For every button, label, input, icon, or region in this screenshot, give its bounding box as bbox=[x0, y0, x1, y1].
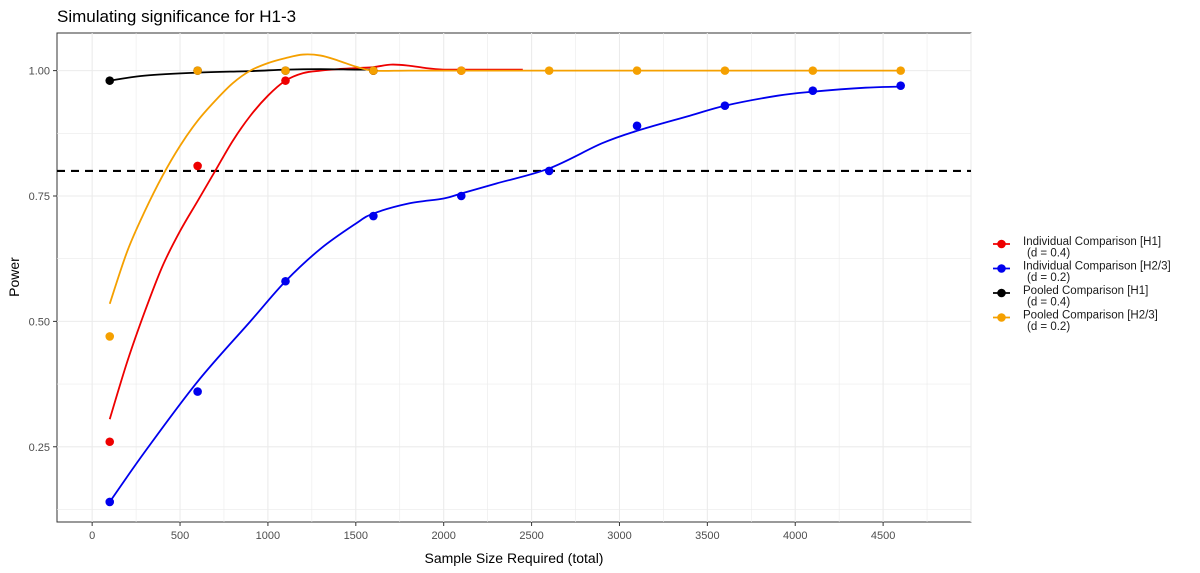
data-point-3 bbox=[369, 66, 378, 75]
x-tick-label: 3000 bbox=[607, 530, 631, 542]
data-point-1 bbox=[456, 191, 466, 201]
x-tick-label: 3500 bbox=[695, 530, 719, 542]
data-point-1 bbox=[632, 121, 642, 131]
x-tick-label: 500 bbox=[171, 530, 189, 542]
x-tick-label: 1500 bbox=[344, 530, 368, 542]
legend-label-0: (d = 0.4) bbox=[1027, 248, 1070, 260]
data-point-2 bbox=[105, 76, 115, 85]
data-point-1 bbox=[369, 211, 378, 221]
data-point-1 bbox=[896, 81, 905, 90]
x-tick-label: 4500 bbox=[871, 530, 895, 542]
legend-key-point-1 bbox=[997, 264, 1006, 273]
data-point-3 bbox=[105, 332, 115, 341]
data-point-1 bbox=[544, 166, 554, 176]
y-axis: 0.25 0.50 0.75 1.00 bbox=[29, 66, 57, 454]
legend-label-1: Individual Comparison [H2/3] bbox=[1023, 261, 1171, 273]
data-point-3 bbox=[281, 66, 290, 75]
data-point-1 bbox=[720, 101, 730, 111]
x-tick-label: 2000 bbox=[431, 530, 455, 542]
data-point-1 bbox=[193, 387, 202, 396]
y-tick-label: 1.00 bbox=[29, 66, 50, 78]
legend-key-point-3 bbox=[997, 313, 1006, 322]
y-tick-label: 0.75 bbox=[29, 191, 50, 203]
data-point-3 bbox=[720, 66, 730, 75]
x-axis: 0 500 1000 1500 2000 2500 3000 3500 4000 4500 bbox=[89, 522, 895, 542]
data-point-3 bbox=[193, 66, 202, 75]
data-point-1 bbox=[808, 86, 818, 95]
legend: Individual Comparison [H1](d = 0.4)Indiv… bbox=[993, 236, 1171, 333]
data-point-3 bbox=[808, 66, 818, 75]
y-axis-title: Power bbox=[6, 257, 22, 297]
plot-panel bbox=[56, 32, 972, 523]
series-points bbox=[105, 66, 905, 507]
x-axis-title: Sample Size Required (total) bbox=[425, 550, 604, 566]
data-point-1 bbox=[281, 276, 290, 286]
data-point-0 bbox=[193, 161, 202, 171]
data-point-3 bbox=[456, 66, 466, 75]
series-line-3 bbox=[108, 53, 901, 305]
legend-key-point-2 bbox=[997, 288, 1006, 298]
x-tick-label: 2500 bbox=[519, 530, 543, 542]
data-point-3 bbox=[896, 66, 905, 75]
data-point-3 bbox=[632, 66, 642, 75]
legend-label-3: Pooled Comparison [H2/3] bbox=[1023, 310, 1158, 322]
legend-key-point-0 bbox=[997, 239, 1006, 249]
data-point-3 bbox=[544, 66, 554, 75]
x-tick-label: 4000 bbox=[783, 530, 807, 542]
legend-label-2: Pooled Comparison [H1] bbox=[1023, 285, 1148, 297]
y-tick-label: 0.50 bbox=[29, 316, 50, 328]
legend-label-2: (d = 0.4) bbox=[1027, 297, 1070, 309]
legend-label-3: (d = 0.2) bbox=[1027, 321, 1070, 333]
legend-label-0: Individual Comparison [H1] bbox=[1023, 236, 1161, 248]
data-point-0 bbox=[105, 437, 115, 447]
x-tick-label: 0 bbox=[89, 530, 95, 542]
chart-title: Simulating significance for H1-3 bbox=[57, 7, 296, 26]
y-tick-label: 0.25 bbox=[29, 442, 50, 454]
series-line-2 bbox=[109, 68, 374, 82]
data-point-1 bbox=[105, 497, 115, 507]
x-tick-label: 1000 bbox=[256, 530, 280, 542]
legend-label-1: (d = 0.2) bbox=[1027, 272, 1070, 284]
data-point-0 bbox=[281, 76, 290, 85]
